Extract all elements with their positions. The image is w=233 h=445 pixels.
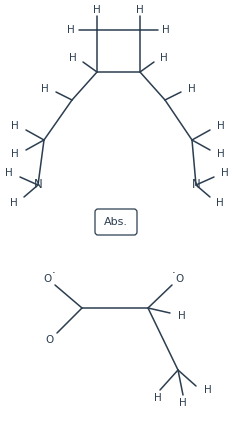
Text: H: H [179, 398, 187, 408]
Text: H: H [67, 25, 75, 35]
Text: H: H [217, 149, 225, 159]
Text: O: O [45, 335, 53, 345]
Text: H: H [160, 53, 168, 63]
Text: O: O [44, 274, 52, 284]
Text: H: H [41, 84, 49, 94]
Text: O: O [175, 274, 183, 284]
Text: H: H [216, 198, 224, 208]
Text: N: N [192, 178, 200, 191]
FancyBboxPatch shape [95, 209, 137, 235]
Text: H: H [154, 393, 162, 403]
Text: H: H [69, 53, 77, 63]
Text: N: N [34, 178, 42, 191]
Text: H: H [11, 149, 19, 159]
Text: Abs.: Abs. [104, 217, 128, 227]
Text: H: H [217, 121, 225, 131]
Text: H: H [178, 311, 186, 321]
Text: H: H [93, 5, 101, 15]
Text: ·: · [52, 267, 56, 280]
Text: H: H [5, 168, 13, 178]
Text: H: H [10, 198, 18, 208]
Text: H: H [136, 5, 144, 15]
Text: H: H [188, 84, 196, 94]
Text: H: H [204, 385, 212, 395]
Text: H: H [221, 168, 229, 178]
Text: H: H [11, 121, 19, 131]
Text: H: H [162, 25, 170, 35]
Text: ·: · [172, 267, 176, 280]
